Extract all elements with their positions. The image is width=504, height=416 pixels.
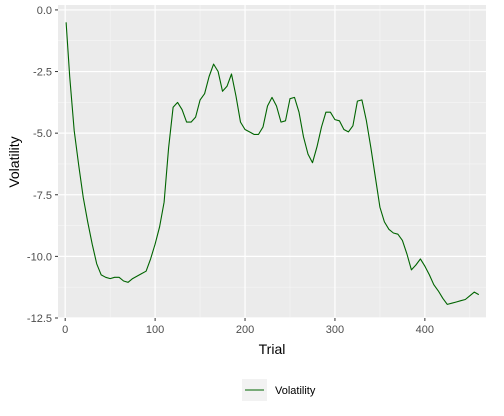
legend-label-volatility: Volatility [275,385,316,397]
y-tick-label: -5.0 [33,128,52,140]
y-axis-title: Volatility [6,136,22,187]
x-tick-label: 100 [146,324,164,336]
y-tick-label: -12.5 [27,313,52,325]
x-axis-ticks: 0 100 200 300 400 [62,318,434,336]
y-tick-label: -7.5 [33,190,52,202]
x-axis-title: Trial [259,341,286,357]
x-tick-label: 300 [326,324,344,336]
y-tick-label: -2.5 [33,67,52,79]
x-tick-label: 400 [416,324,434,336]
x-tick-label: 0 [62,324,68,336]
y-tick-label: -10.0 [27,251,52,263]
plot-panel [58,5,486,318]
y-axis-ticks: 0.0 -2.5 -5.0 -7.5 -10.0 -12.5 [27,5,58,325]
x-tick-label: 200 [236,324,254,336]
legend: Volatility [242,379,316,401]
y-tick-label: 0.0 [37,5,52,17]
